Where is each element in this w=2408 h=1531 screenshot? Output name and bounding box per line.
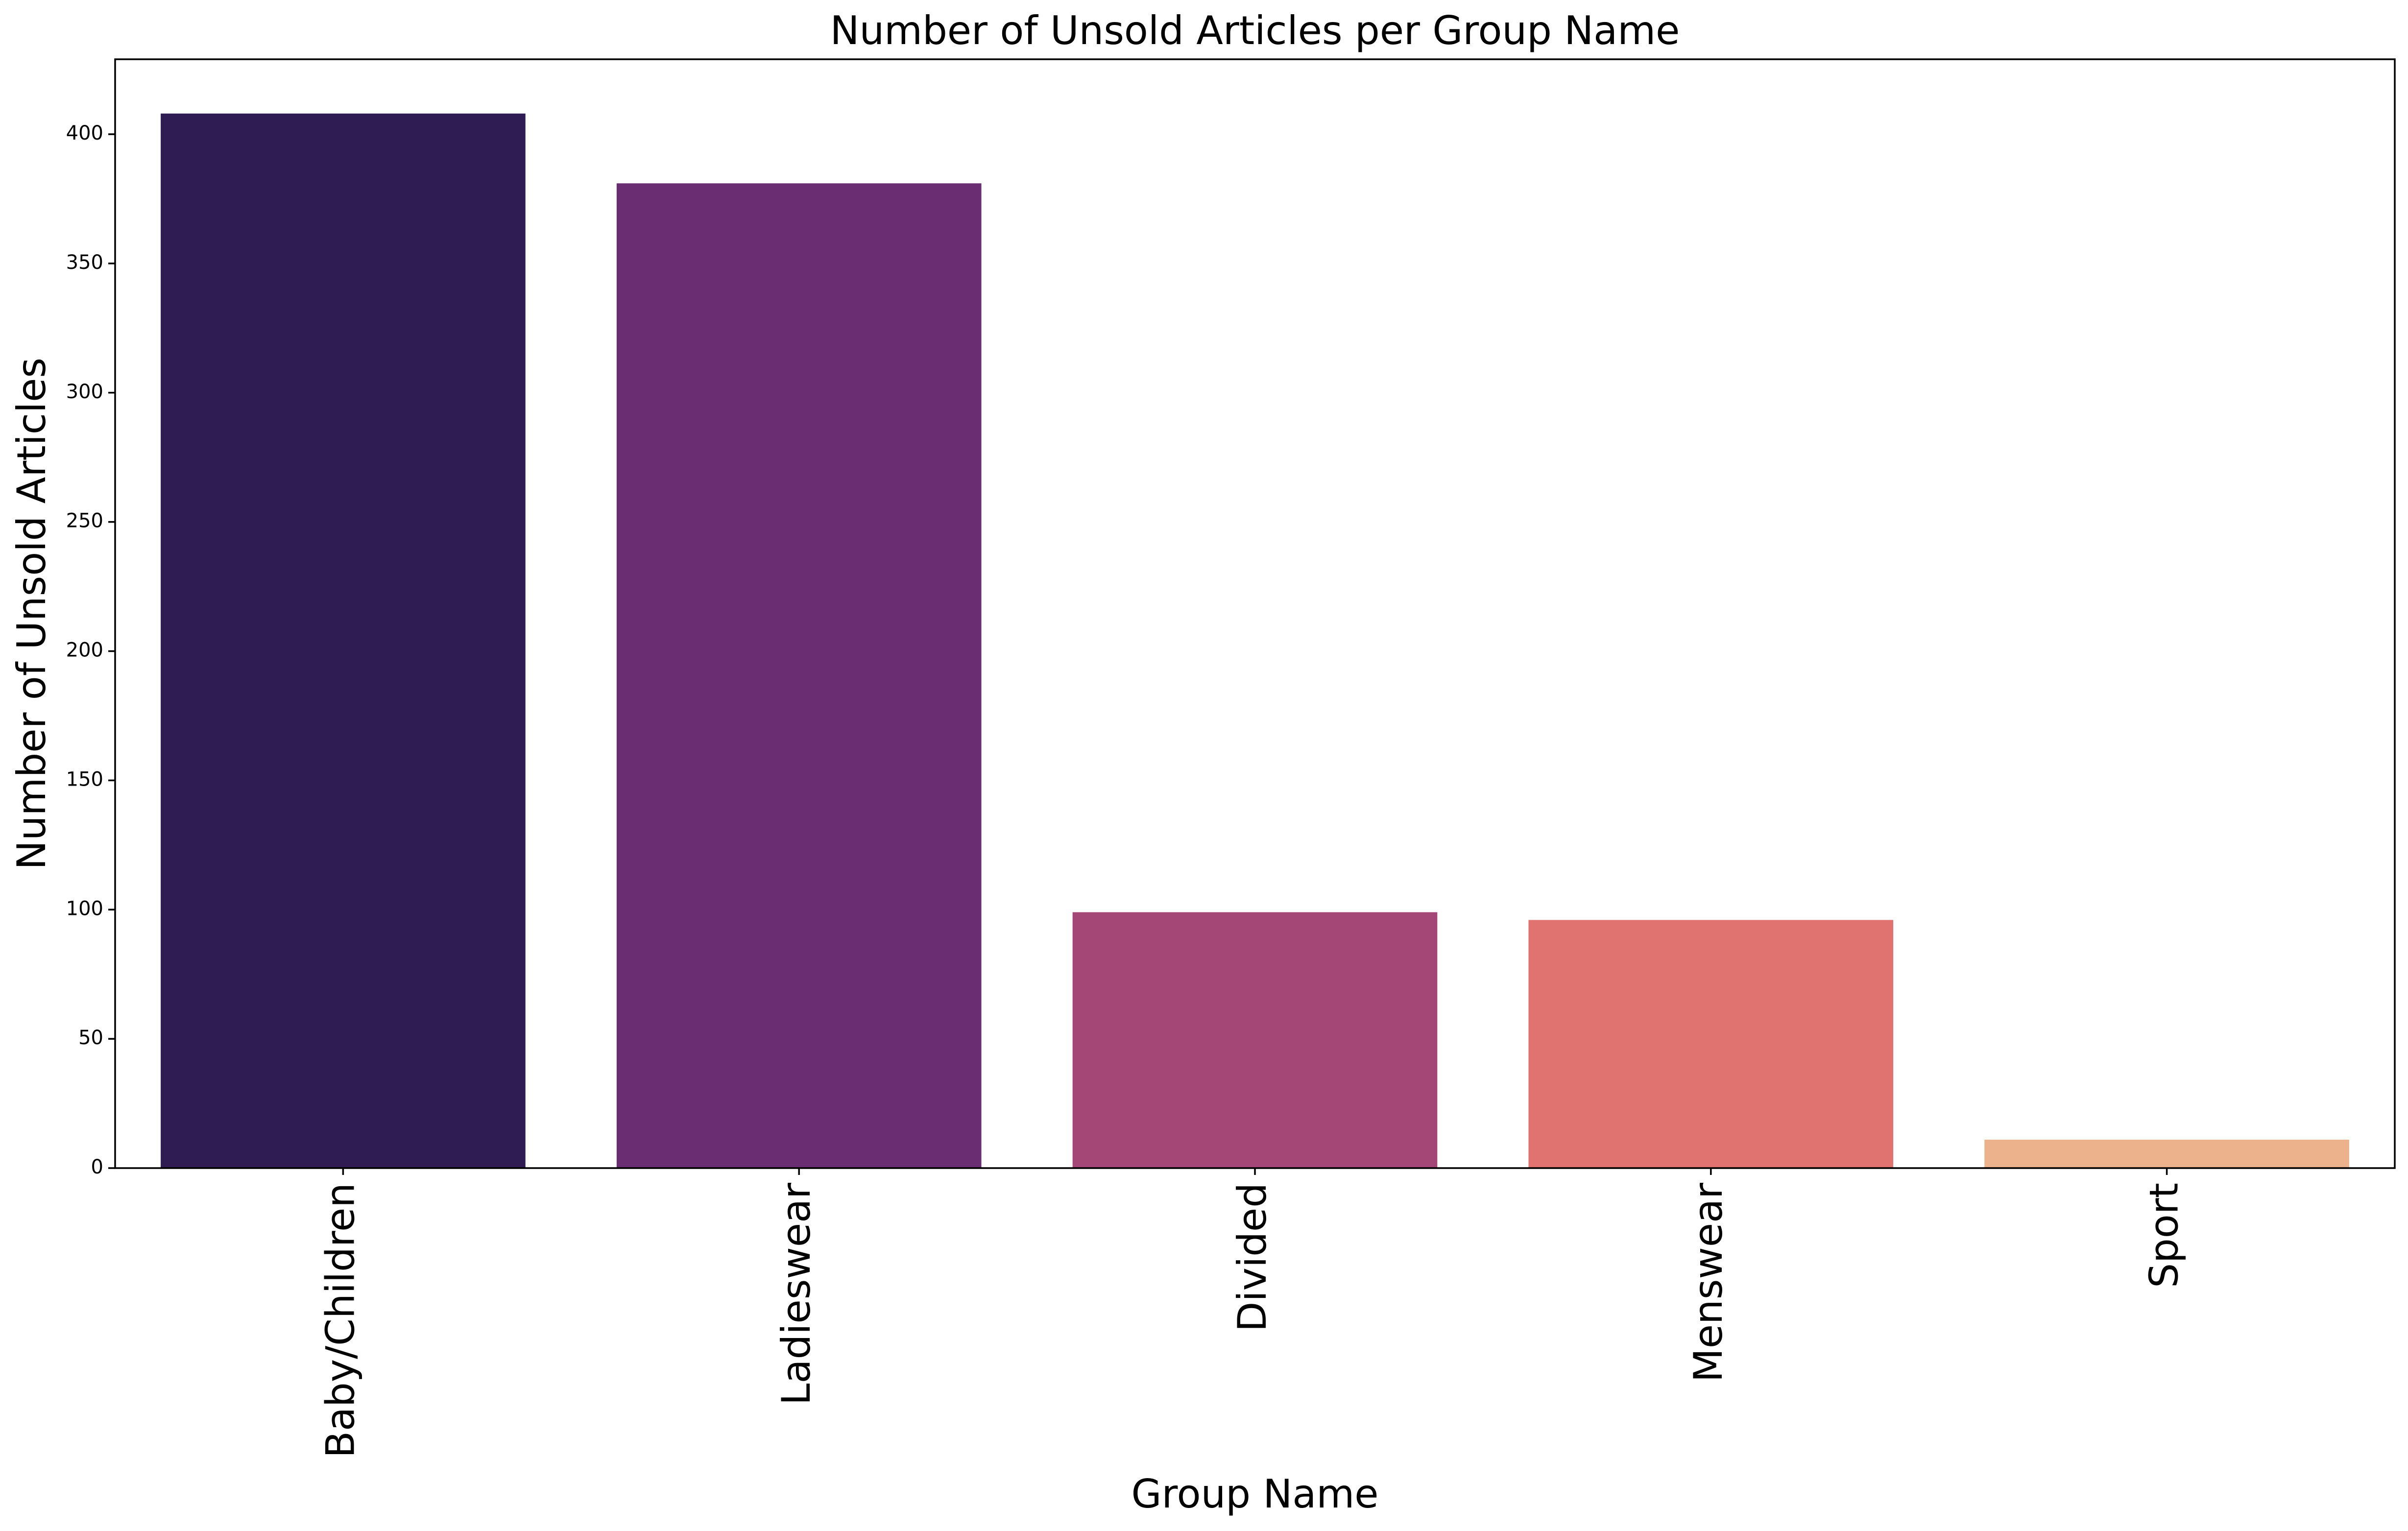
y-axis: 0 50 100 150 200 250 300 350 400 xyxy=(66,122,115,1178)
y-tick-label: 0 xyxy=(91,1156,103,1178)
bar-divided xyxy=(1072,912,1438,1168)
bar-sport xyxy=(1984,1139,2349,1168)
x-axis: Baby/Children Ladieswear Divided Menswear Sp… xyxy=(317,1168,2187,1458)
x-tick-label: Baby/Children xyxy=(317,1183,363,1458)
y-tick-label: 250 xyxy=(66,510,103,532)
x-tick-label: Menswear xyxy=(1686,1183,1731,1382)
x-tick-label: Divided xyxy=(1229,1183,1275,1332)
y-tick-label: 350 xyxy=(66,251,103,274)
bar-menswear xyxy=(1528,920,1894,1168)
x-axis-label: Group Name xyxy=(1132,1471,1379,1517)
y-axis-label: Number of Unsold Articles xyxy=(9,358,54,870)
x-tick-label: Ladieswear xyxy=(773,1183,819,1405)
y-tick-label: 300 xyxy=(66,381,103,403)
y-tick-label: 200 xyxy=(66,639,103,662)
y-tick-label: 150 xyxy=(66,768,103,790)
chart-title: Number of Unsold Articles per Group Name xyxy=(830,8,1680,53)
y-tick-label: 100 xyxy=(66,897,103,920)
bar-ladieswear xyxy=(616,183,982,1168)
y-tick-label: 400 xyxy=(66,122,103,144)
x-tick-label: Sport xyxy=(2142,1183,2187,1288)
bar-baby-children xyxy=(161,113,526,1168)
y-tick-label: 50 xyxy=(78,1027,103,1049)
plot-frame xyxy=(114,58,2396,1169)
bars xyxy=(161,113,2349,1168)
